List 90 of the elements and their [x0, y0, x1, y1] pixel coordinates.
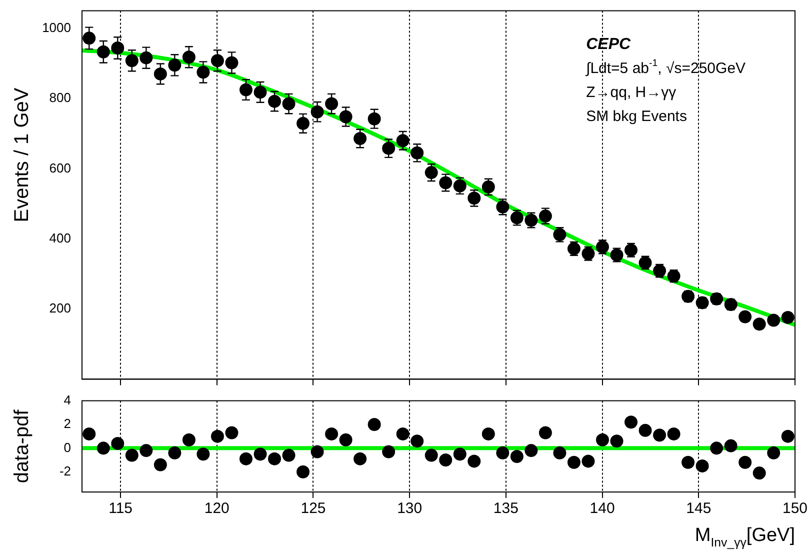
point [482, 427, 495, 440]
point [382, 445, 396, 458]
point [325, 97, 338, 110]
y-tick-label: 800 [49, 90, 71, 106]
point [410, 434, 424, 448]
point [268, 452, 282, 466]
y-tick-label: -2 [59, 463, 71, 478]
point [653, 428, 666, 442]
y-tick-label: 400 [49, 230, 71, 246]
annotation: CEPC [586, 36, 631, 53]
point [582, 454, 595, 468]
point [168, 446, 182, 460]
point [296, 116, 310, 130]
y-axis-title: data-pdf [11, 409, 33, 484]
point [667, 427, 680, 440]
x-tick-label: 135 [493, 500, 518, 518]
point [111, 436, 124, 450]
point [510, 450, 524, 463]
point [239, 452, 252, 466]
point [196, 448, 210, 461]
y-axis-title: Events / 1 GeV [11, 87, 33, 222]
x-tick-label: 115 [108, 500, 132, 518]
point [610, 434, 624, 448]
annotation: SM bkg Events [586, 108, 687, 125]
point [439, 454, 452, 467]
point [368, 418, 381, 431]
point [182, 50, 196, 64]
point [310, 445, 324, 458]
point [710, 442, 724, 455]
point [354, 132, 367, 146]
point [738, 456, 752, 469]
point [682, 456, 695, 469]
point [182, 433, 196, 446]
y-tick-label: 1000 [42, 20, 71, 35]
point [325, 427, 338, 440]
point [96, 45, 110, 58]
point [482, 180, 495, 194]
x-tick-label: 130 [397, 500, 422, 518]
point [154, 67, 167, 80]
point [468, 454, 481, 468]
x-tick-label: 150 [782, 500, 808, 518]
point [354, 452, 367, 466]
point [225, 426, 238, 440]
point [439, 176, 452, 190]
point [140, 444, 153, 458]
point [496, 446, 510, 460]
point [453, 179, 466, 192]
point [752, 466, 766, 480]
point [125, 54, 138, 68]
point [453, 448, 466, 461]
point [396, 427, 410, 440]
point [424, 448, 438, 462]
point [239, 83, 252, 96]
point [282, 448, 296, 462]
point [638, 424, 652, 437]
y-tick-label: 600 [49, 160, 71, 176]
point [82, 32, 96, 45]
x-tick-label: 125 [300, 500, 326, 518]
point [210, 54, 224, 68]
point [296, 465, 310, 478]
y-tick-label: 4 [64, 392, 71, 408]
point [382, 142, 396, 155]
point [696, 459, 709, 472]
point [210, 430, 224, 443]
point [154, 458, 167, 472]
point [524, 444, 538, 458]
point [410, 146, 424, 160]
point [567, 456, 580, 469]
y-tick-label: 200 [49, 300, 71, 316]
point [96, 442, 110, 455]
point [125, 448, 138, 462]
point [254, 448, 267, 461]
point [268, 94, 282, 108]
point [596, 433, 609, 446]
point [396, 134, 410, 148]
point [538, 426, 552, 440]
point [724, 439, 738, 452]
y-tick-label: 0 [64, 440, 71, 455]
point [82, 427, 96, 440]
annotation: Z→qq, H→γγ [586, 84, 677, 101]
point [553, 446, 566, 460]
point [424, 166, 438, 180]
point [339, 433, 352, 446]
point [781, 430, 794, 443]
x-tick-label: 120 [204, 500, 230, 518]
y-tick-label: 2 [64, 416, 71, 432]
point [624, 416, 638, 429]
x-tick-label: 140 [590, 500, 615, 518]
x-tick-label: 145 [686, 500, 712, 518]
point [767, 446, 780, 460]
